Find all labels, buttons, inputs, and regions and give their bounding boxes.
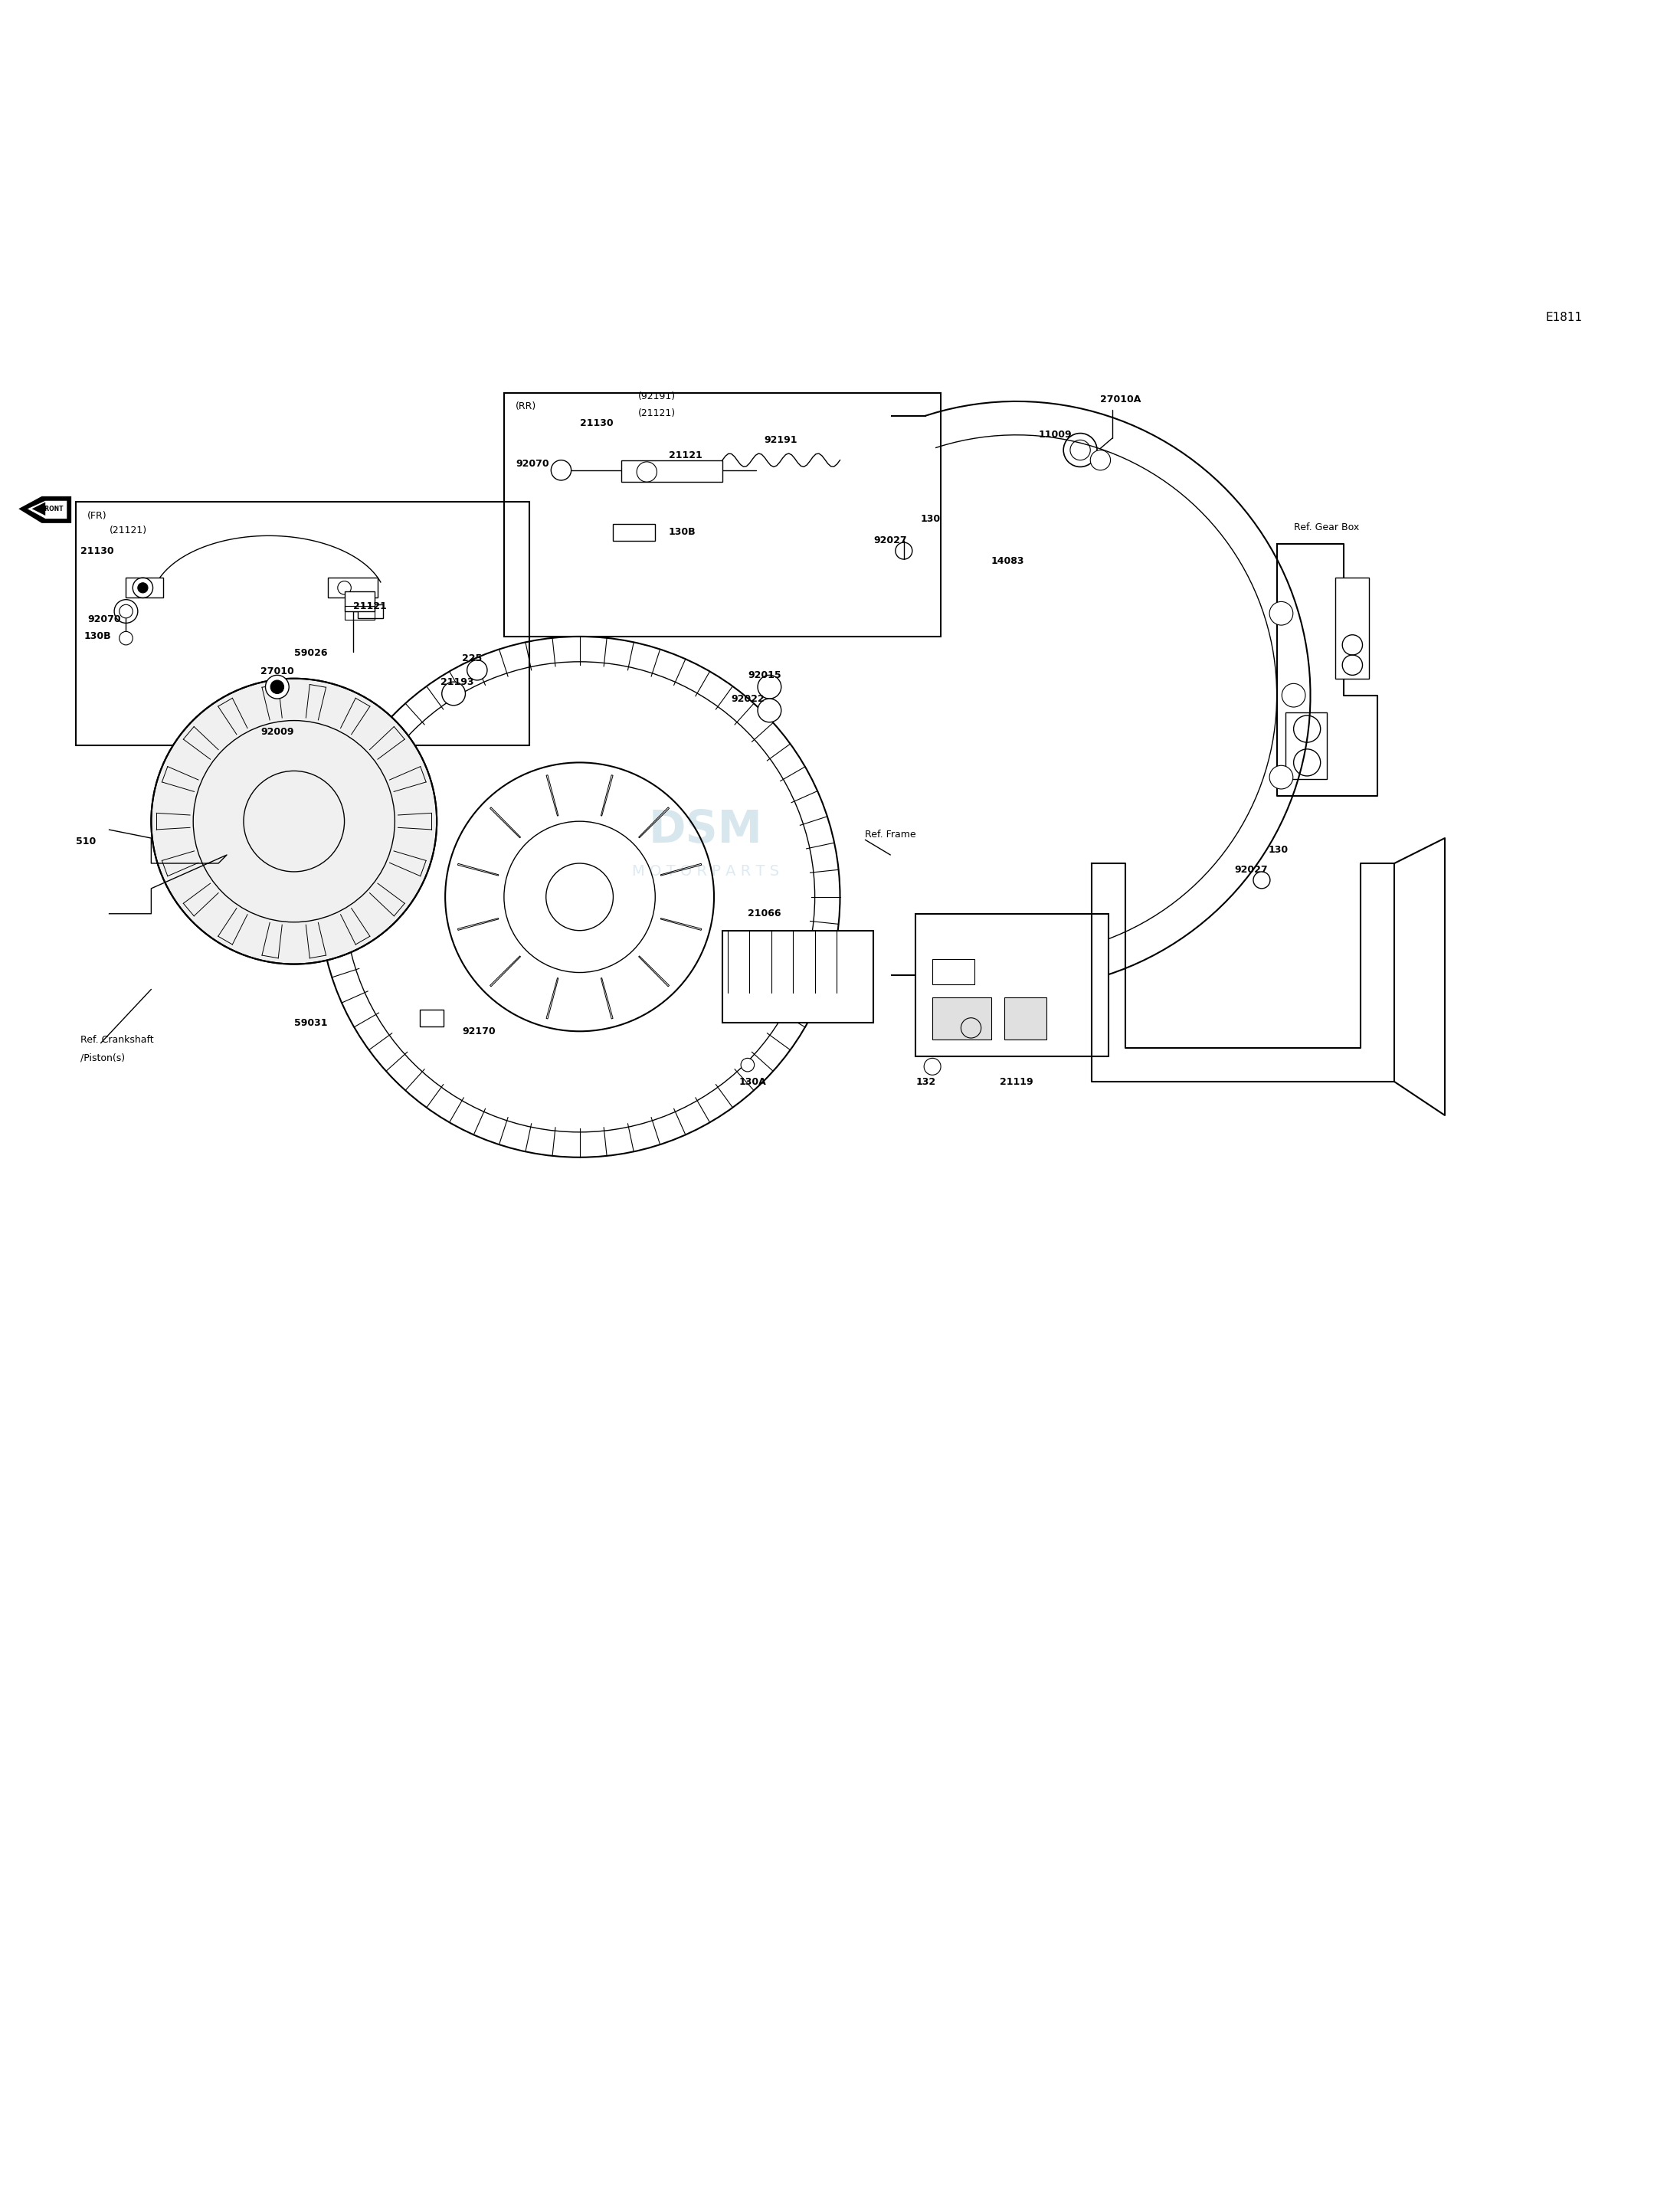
Text: (21121): (21121) <box>638 409 675 417</box>
Circle shape <box>114 600 138 624</box>
Polygon shape <box>457 863 499 877</box>
Bar <box>358 604 383 617</box>
Text: (92191): (92191) <box>638 391 675 402</box>
Bar <box>344 606 375 620</box>
Bar <box>76 503 529 745</box>
Circle shape <box>442 681 465 705</box>
Polygon shape <box>457 918 499 929</box>
Circle shape <box>551 459 571 481</box>
Text: 11009: 11009 <box>1038 431 1072 439</box>
Text: /Piston(s): /Piston(s) <box>81 1052 126 1063</box>
Text: 21130: 21130 <box>81 545 114 556</box>
Circle shape <box>467 659 487 681</box>
Bar <box>328 578 378 598</box>
Text: 27010: 27010 <box>260 668 294 677</box>
Text: 510: 510 <box>76 837 96 846</box>
Bar <box>1005 997 1047 1039</box>
Text: 92027: 92027 <box>1235 866 1268 874</box>
Text: 132: 132 <box>916 1077 936 1088</box>
Polygon shape <box>660 863 702 877</box>
Text: 92170: 92170 <box>462 1026 496 1037</box>
Polygon shape <box>491 806 521 837</box>
Circle shape <box>1270 602 1294 626</box>
Polygon shape <box>27 501 67 518</box>
Bar <box>420 1008 444 1026</box>
Text: 130B: 130B <box>84 631 111 642</box>
Text: 21066: 21066 <box>748 910 781 918</box>
Circle shape <box>1253 872 1270 888</box>
Text: Ref. Frame: Ref. Frame <box>865 830 916 839</box>
Bar <box>344 591 375 611</box>
Polygon shape <box>546 776 558 815</box>
Bar <box>1285 712 1327 780</box>
Text: 92070: 92070 <box>87 615 121 624</box>
Text: 59031: 59031 <box>294 1017 328 1028</box>
Circle shape <box>270 681 284 694</box>
Text: 92015: 92015 <box>748 670 781 681</box>
Text: 59026: 59026 <box>294 648 328 659</box>
Circle shape <box>138 582 148 593</box>
Text: Ref. Crankshaft: Ref. Crankshaft <box>81 1035 155 1046</box>
Bar <box>504 393 941 637</box>
Text: 130: 130 <box>1268 846 1289 855</box>
Text: 21130: 21130 <box>580 417 613 428</box>
Circle shape <box>924 1059 941 1074</box>
Text: E1811: E1811 <box>1546 312 1583 323</box>
Circle shape <box>151 679 437 964</box>
Circle shape <box>741 1059 754 1072</box>
Circle shape <box>1063 433 1097 466</box>
Text: 130A: 130A <box>739 1077 766 1088</box>
Text: Ref. Gear Box: Ref. Gear Box <box>1294 523 1359 532</box>
Text: 130B: 130B <box>669 527 696 538</box>
Text: (21121): (21121) <box>109 525 146 536</box>
Text: 130: 130 <box>921 514 941 523</box>
Polygon shape <box>601 776 613 815</box>
Text: 21119: 21119 <box>1000 1077 1033 1088</box>
Circle shape <box>895 543 912 560</box>
Text: 92070: 92070 <box>516 459 549 468</box>
Text: 92009: 92009 <box>260 727 294 738</box>
Text: M O T O R P A R T S: M O T O R P A R T S <box>632 863 780 879</box>
Text: 14083: 14083 <box>991 556 1025 567</box>
Text: DSM: DSM <box>648 808 763 852</box>
Bar <box>126 578 163 598</box>
Polygon shape <box>546 978 558 1019</box>
Bar <box>932 960 974 984</box>
Circle shape <box>758 699 781 723</box>
Circle shape <box>119 631 133 646</box>
Circle shape <box>546 863 613 932</box>
Circle shape <box>265 674 289 699</box>
Polygon shape <box>20 497 71 523</box>
Bar <box>613 523 655 540</box>
Circle shape <box>758 674 781 699</box>
Polygon shape <box>638 806 669 837</box>
Text: 21121: 21121 <box>353 602 386 611</box>
Polygon shape <box>491 956 521 986</box>
Text: 21121: 21121 <box>669 450 702 459</box>
Text: 92022: 92022 <box>731 694 764 703</box>
Text: 27010A: 27010A <box>1100 395 1141 404</box>
Bar <box>932 997 991 1039</box>
Text: (FR): (FR) <box>87 510 108 521</box>
Polygon shape <box>638 956 669 986</box>
Polygon shape <box>32 503 45 516</box>
Text: 92027: 92027 <box>874 536 907 545</box>
Polygon shape <box>660 918 702 929</box>
Circle shape <box>1270 765 1294 789</box>
Text: 21193: 21193 <box>440 677 474 688</box>
Text: 92191: 92191 <box>764 435 798 446</box>
Bar <box>622 459 722 481</box>
Polygon shape <box>601 978 613 1019</box>
Bar <box>1336 578 1369 679</box>
Circle shape <box>1282 683 1305 707</box>
Text: (RR): (RR) <box>516 402 536 411</box>
Bar <box>722 932 874 1024</box>
Bar <box>916 914 1109 1057</box>
Text: 225: 225 <box>462 653 482 663</box>
Text: FRONT: FRONT <box>40 505 64 512</box>
Circle shape <box>1090 450 1110 470</box>
